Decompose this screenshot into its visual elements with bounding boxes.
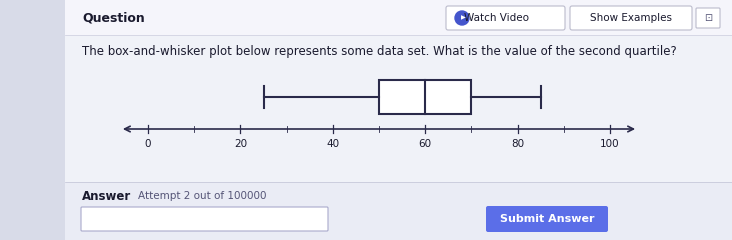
Circle shape [455, 11, 469, 25]
FancyBboxPatch shape [446, 6, 565, 30]
FancyBboxPatch shape [65, 182, 732, 240]
Text: Show Examples: Show Examples [590, 13, 672, 23]
FancyBboxPatch shape [696, 8, 720, 28]
Text: Watch Video: Watch Video [465, 13, 529, 23]
Text: 80: 80 [511, 139, 524, 149]
Text: Answer: Answer [82, 190, 131, 203]
Text: The box-and-whisker plot below represents some data set. What is the value of th: The box-and-whisker plot below represent… [82, 46, 677, 59]
Text: Question: Question [82, 12, 145, 24]
Text: Submit Answer: Submit Answer [500, 214, 594, 224]
Text: ⊡: ⊡ [704, 13, 712, 23]
FancyBboxPatch shape [486, 206, 608, 232]
FancyBboxPatch shape [570, 6, 692, 30]
FancyBboxPatch shape [65, 0, 732, 35]
Text: 0: 0 [145, 139, 152, 149]
Bar [379, 80, 471, 114]
Text: 100: 100 [600, 139, 620, 149]
FancyBboxPatch shape [65, 0, 732, 240]
Text: Attempt 2 out of 100000: Attempt 2 out of 100000 [138, 191, 266, 201]
Text: 20: 20 [234, 139, 247, 149]
Text: 60: 60 [419, 139, 432, 149]
Text: 40: 40 [326, 139, 340, 149]
FancyBboxPatch shape [81, 207, 328, 231]
Text: ▶: ▶ [460, 16, 466, 20]
